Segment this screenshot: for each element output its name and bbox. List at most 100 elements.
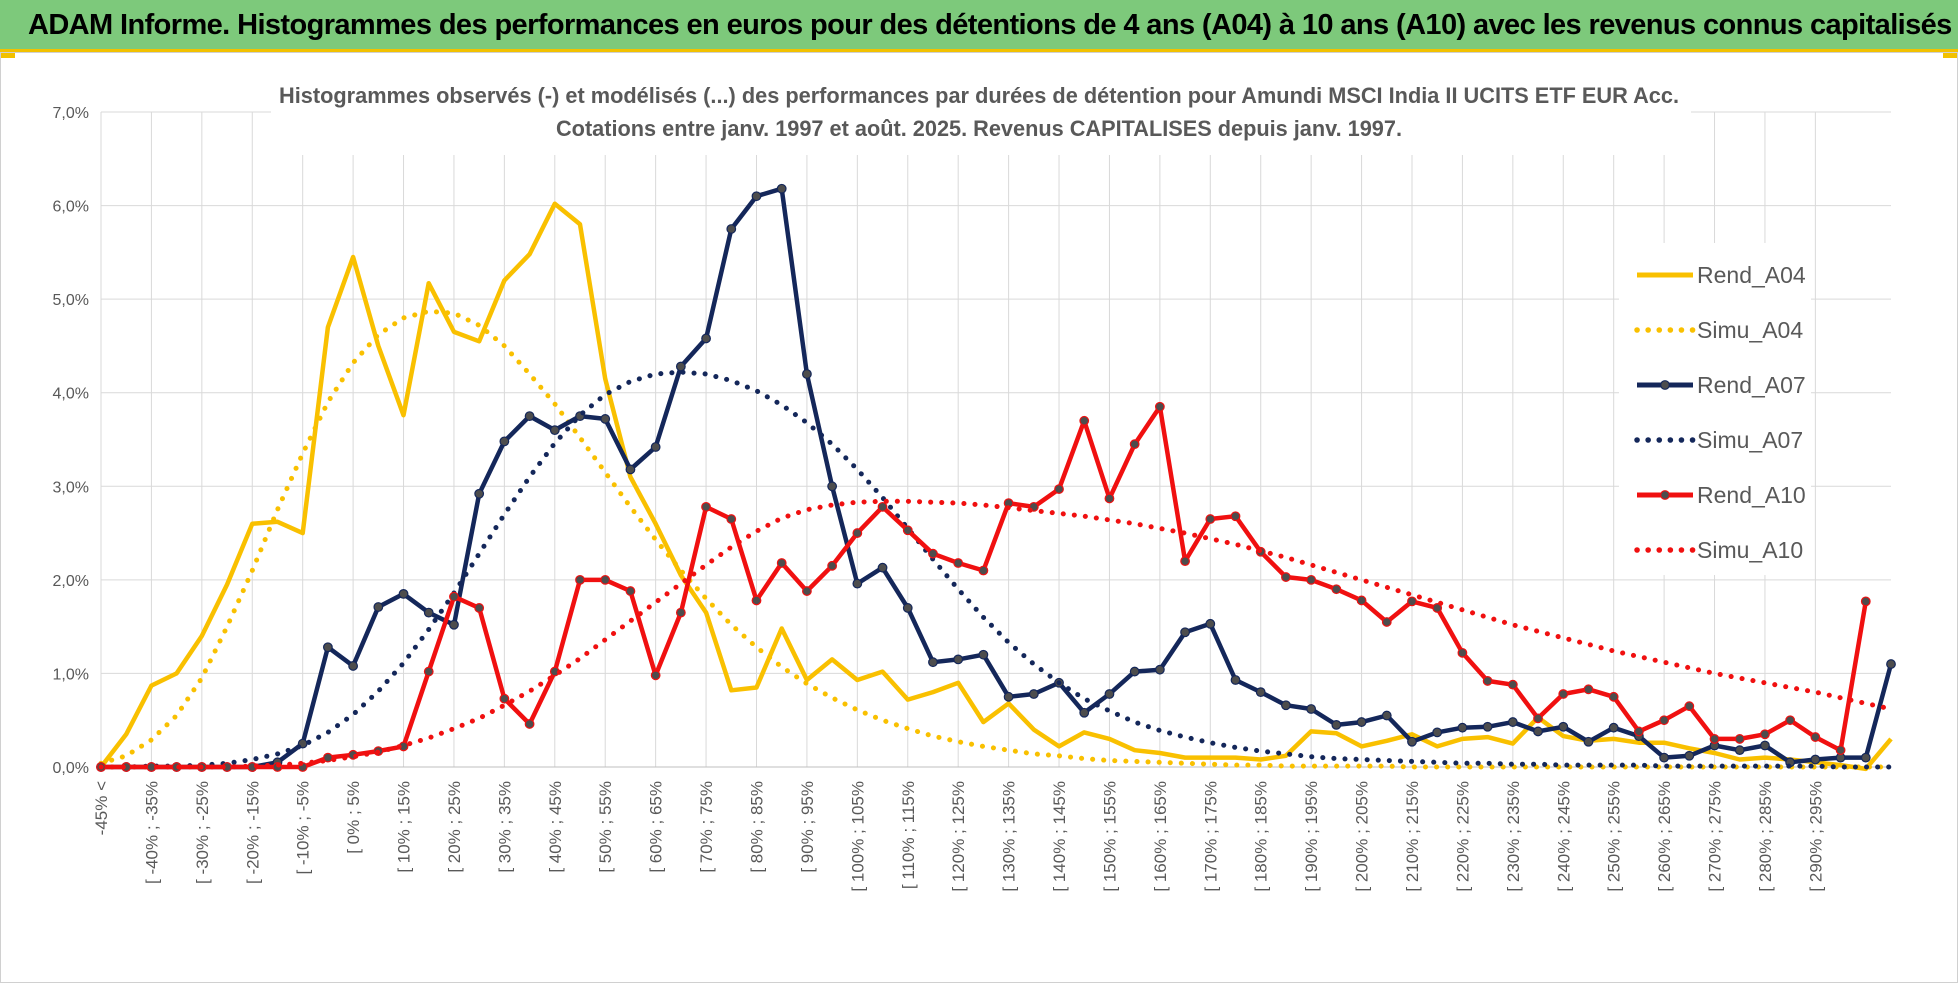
data-point — [953, 558, 964, 568]
data-point — [1860, 752, 1871, 763]
data-point — [1003, 691, 1014, 702]
data-point — [928, 548, 938, 559]
y-tick-label: 6,0% — [53, 199, 89, 216]
chart: 0,0% 1,0% 2,0% 3,0% 4,0% 5,0% 6,0% 7,0% -45% < [… — [53, 63, 1896, 892]
data-point — [953, 654, 964, 665]
x-tick-label: [ 210% ; 215% — [1403, 781, 1422, 892]
data-point — [928, 657, 938, 668]
data-point — [1230, 675, 1241, 685]
data-point — [1482, 721, 1493, 732]
x-axis: -45% < [ -40% ; -35% [ -30% ; -25% [ -20% ;… — [92, 766, 1891, 892]
data-point — [1886, 659, 1896, 669]
data-point — [827, 560, 838, 571]
data-point — [1709, 734, 1720, 744]
data-point — [1860, 596, 1871, 607]
y-tick-label: 2,0% — [53, 573, 89, 590]
data-point — [1608, 691, 1619, 702]
data-point — [1659, 752, 1669, 763]
grid — [100, 111, 1891, 768]
data-point — [726, 514, 737, 524]
data-point — [1180, 627, 1190, 638]
data-point — [1104, 689, 1115, 699]
title-background — [271, 63, 1691, 155]
x-tick-label: [ 260% ; 265% — [1655, 781, 1674, 892]
data-point — [1331, 584, 1342, 595]
data-point — [1306, 574, 1317, 585]
data-point — [1205, 618, 1216, 629]
data-point — [1583, 684, 1594, 695]
data-point — [1507, 717, 1518, 727]
data-point — [852, 528, 863, 538]
x-tick-label: [ 280% ; 285% — [1756, 781, 1775, 892]
x-tick-label: [ 30% ; 35% — [495, 781, 514, 873]
chart-frame: 0,0% 1,0% 2,0% 3,0% 4,0% 5,0% 6,0% 7,0% -45% < [… — [0, 52, 1958, 983]
y-tick-label: 1,0% — [53, 666, 89, 683]
legend: Rend_A04 Simu_A04 Rend_A07 Simu_A07 Rend_A10… — [1619, 243, 1811, 575]
data-point — [323, 642, 333, 653]
series-line-simu_a04 — [98, 308, 1894, 770]
x-tick-label: [ 240% ; 245% — [1554, 781, 1573, 892]
data-point — [1356, 717, 1367, 727]
data-point — [1734, 745, 1745, 756]
data-point — [1104, 493, 1115, 504]
data-point — [1154, 401, 1165, 412]
data-point — [499, 436, 510, 447]
x-tick-label: [ 230% ; 235% — [1504, 781, 1523, 892]
data-point — [1482, 676, 1493, 686]
data-point — [1734, 734, 1745, 744]
legend-label: Simu_A07 — [1697, 427, 1803, 453]
data-point — [1079, 707, 1090, 718]
data-point — [1432, 603, 1443, 613]
y-tick-label: 4,0% — [53, 386, 89, 403]
x-tick-label: [ 220% ; 225% — [1453, 781, 1472, 892]
data-point — [1356, 595, 1367, 606]
data-point — [776, 183, 787, 194]
data-point — [600, 574, 611, 585]
data-point — [1810, 732, 1821, 742]
data-point — [1835, 745, 1846, 756]
data-point — [1407, 736, 1417, 747]
banner-title: ADAM Informe. Histogrammes des performan… — [28, 9, 1952, 41]
x-tick-label: [ 290% ; 295% — [1806, 781, 1825, 892]
data-point — [398, 588, 409, 599]
x-tick-label: [ -10% ; -5% — [294, 781, 313, 875]
data-point — [499, 693, 510, 704]
data-point — [1281, 700, 1291, 711]
data-point — [348, 661, 359, 671]
x-tick-label: [ 250% ; 255% — [1605, 781, 1624, 892]
corner-marker-left — [1, 53, 15, 58]
x-tick-label: [ 190% ; 195% — [1302, 781, 1321, 892]
data-point — [524, 719, 535, 729]
x-tick-label: [ 130% ; 135% — [1000, 781, 1019, 892]
y-tick-label: 0,0% — [53, 760, 89, 777]
x-tick-label: [ 120% ; 125% — [949, 781, 968, 892]
x-tick-label: [ 150% ; 155% — [1100, 781, 1119, 892]
data-point — [751, 191, 762, 202]
data-point — [1381, 710, 1392, 721]
data-point — [625, 586, 636, 596]
x-tick-label: [ 170% ; 175% — [1201, 781, 1220, 892]
data-point — [1608, 722, 1619, 733]
chart-subtitle: Cotations entre janv. 1997 et août. 2025… — [556, 116, 1402, 141]
data-point — [1558, 689, 1569, 699]
data-point — [701, 501, 711, 512]
data-point — [978, 649, 989, 660]
legend-label: Simu_A04 — [1697, 317, 1803, 343]
data-point — [1760, 740, 1770, 751]
x-tick-label: [ 140% ; 145% — [1050, 781, 1069, 892]
data-point — [423, 666, 434, 677]
series-lines — [96, 183, 1896, 772]
x-tick-label: -45% < — [92, 781, 111, 835]
data-point — [902, 525, 913, 536]
data-point — [1533, 713, 1543, 724]
data-point — [877, 562, 888, 573]
data-point — [449, 591, 459, 602]
data-point — [373, 602, 384, 612]
x-tick-label: [ 60% ; 65% — [647, 781, 666, 873]
x-tick-label: [ 90% ; 95% — [798, 781, 817, 873]
data-point — [877, 501, 888, 512]
data-point — [650, 442, 661, 452]
data-point — [1684, 750, 1695, 761]
data-point — [549, 425, 560, 436]
data-point — [1633, 726, 1644, 737]
